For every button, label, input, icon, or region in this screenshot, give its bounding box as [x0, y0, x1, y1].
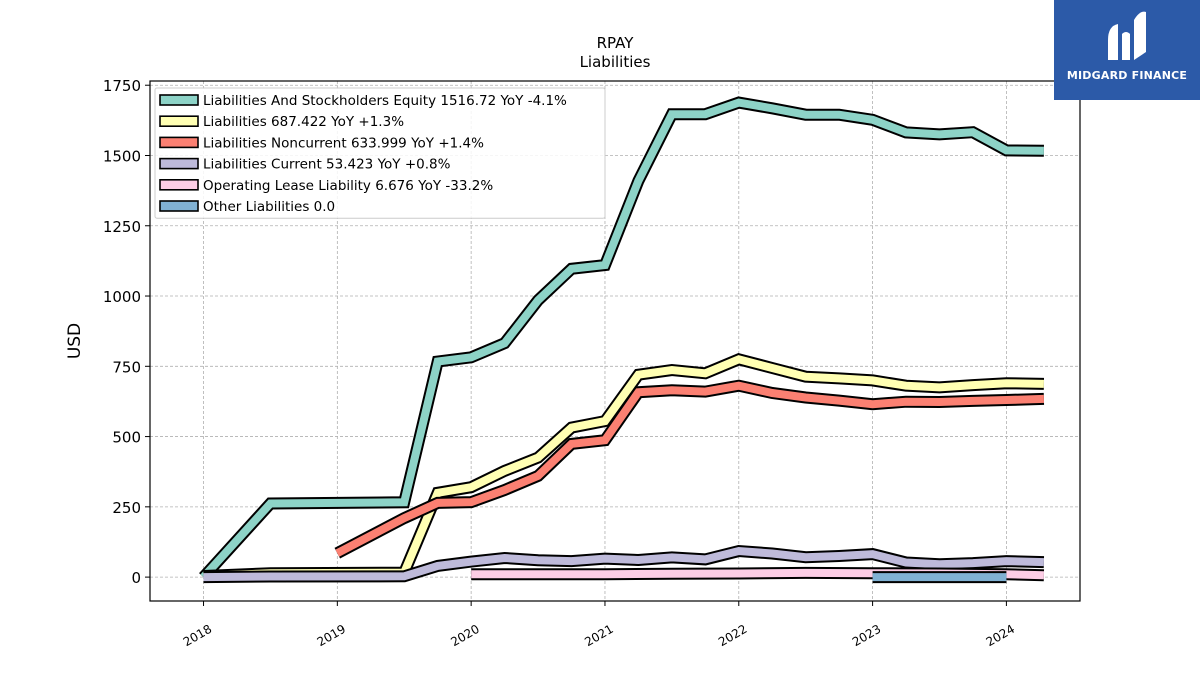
- y-tick-label: 1000: [103, 288, 141, 306]
- y-tick-label: 1250: [103, 218, 141, 236]
- legend-label: Other Liabilities 0.0: [203, 199, 335, 215]
- legend-entry: Liabilities And Stockholders Equity 1516…: [159, 93, 567, 109]
- brand-logo: MIDGARD FINANCE: [1054, 0, 1200, 100]
- series-line: [199, 96, 1044, 582]
- legend: Liabilities And Stockholders Equity 1516…: [154, 87, 606, 219]
- series-line: [203, 544, 1045, 584]
- y-tick-label: 750: [112, 358, 141, 376]
- legend-entry: Other Liabilities 0.0: [159, 199, 335, 215]
- y-tick-label: 1750: [103, 77, 141, 95]
- y-axis-label: USD: [65, 323, 85, 359]
- series-layer: [199, 96, 1045, 584]
- series-line: [203, 352, 1045, 582]
- legend-entry: Liabilities Noncurrent 633.999 YoY +1.4%: [159, 135, 484, 151]
- series-line: [334, 379, 1045, 559]
- legend-entry: Operating Lease Liability 6.676 YoY -33.…: [159, 178, 493, 194]
- logo-text: MIDGARD FINANCE: [1066, 69, 1188, 82]
- legend-label: Liabilities Current 53.423 YoY +0.8%: [203, 157, 451, 173]
- plot-frame: [149, 80, 1081, 602]
- y-tick-label: 1500: [103, 147, 141, 165]
- legend-label: Operating Lease Liability 6.676 YoY -33.…: [203, 178, 493, 194]
- legend-entry: Liabilities 687.422 YoY +1.3%: [159, 114, 404, 130]
- y-tick-label: 250: [112, 499, 141, 517]
- legend-frame: [154, 87, 606, 219]
- legend-label: Liabilities 687.422 YoY +1.3%: [203, 114, 404, 130]
- y-tick-label: 0: [131, 569, 141, 587]
- chart-title: RPAY: [597, 34, 635, 52]
- legend-label: Liabilities And Stockholders Equity 1516…: [203, 93, 567, 109]
- legend-entry: Liabilities Current 53.423 YoY +0.8%: [159, 157, 451, 173]
- y-tick-label: 500: [112, 429, 141, 447]
- legend-label: Liabilities Noncurrent 633.999 YoY +1.4%: [203, 135, 484, 151]
- logo-mark-icon: [1108, 11, 1146, 60]
- chart-subtitle: Liabilities: [580, 53, 651, 71]
